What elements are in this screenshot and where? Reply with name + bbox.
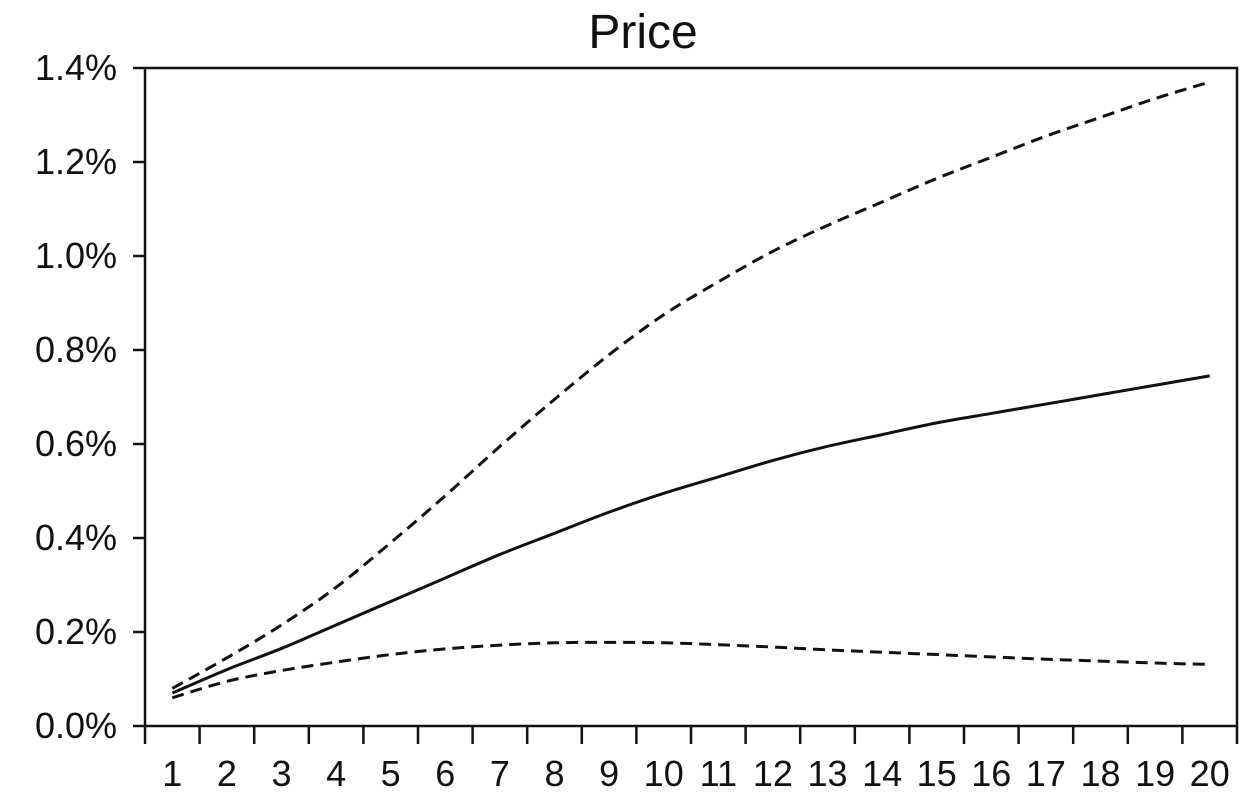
x-tick-label: 5 <box>381 753 401 794</box>
y-tick-label: 0.0% <box>35 705 117 746</box>
x-tick-label: 4 <box>326 753 346 794</box>
plot-frame <box>143 66 1239 728</box>
y-tick-label: 1.4% <box>35 47 117 88</box>
x-tick-label: 10 <box>644 753 684 794</box>
x-tick-label: 1 <box>162 753 182 794</box>
x-tick-label: 11 <box>700 753 737 794</box>
x-tick-label: 2 <box>217 753 237 794</box>
x-tick-label: 9 <box>599 753 619 794</box>
x-tick-label: 12 <box>753 753 793 794</box>
x-tick-label: 20 <box>1190 753 1230 794</box>
y-tick-label: 1.0% <box>35 235 117 276</box>
dashed-series-line <box>171 640 1210 700</box>
y-tick-label: 0.8% <box>35 329 117 370</box>
x-tick-label: 14 <box>862 753 902 794</box>
x-tick-label: 19 <box>1135 753 1175 794</box>
chart-title: Price <box>588 6 697 59</box>
y-tick-label: 0.4% <box>35 517 117 558</box>
x-tick-label: 8 <box>544 753 564 794</box>
x-tick-label: 15 <box>917 753 957 794</box>
x-tick-label: 16 <box>971 753 1011 794</box>
y-tick-label: 0.6% <box>35 423 117 464</box>
x-tick-label: 6 <box>435 753 455 794</box>
x-tick-label: 13 <box>807 753 847 794</box>
x-tick-label: 17 <box>1026 753 1066 794</box>
dashed-series-line <box>171 80 1211 690</box>
solid-series-line <box>171 374 1210 695</box>
y-tick-label: 0.2% <box>35 611 117 652</box>
y-tick-label: 1.2% <box>35 141 117 182</box>
x-tick-label: 7 <box>490 753 510 794</box>
series-layer <box>171 80 1211 700</box>
x-tick-label: 18 <box>1080 753 1120 794</box>
x-tick-label: 3 <box>271 753 291 794</box>
y-axis: 0.0% 0.2% 0.4% 0.6% 0.8% 1.0% 1.2% 1.4% <box>35 47 145 746</box>
x-axis: 1 2 3 4 5 6 7 8 9 10 11 12 13 14 15 16 17 18 19 20 <box>143 726 1239 794</box>
